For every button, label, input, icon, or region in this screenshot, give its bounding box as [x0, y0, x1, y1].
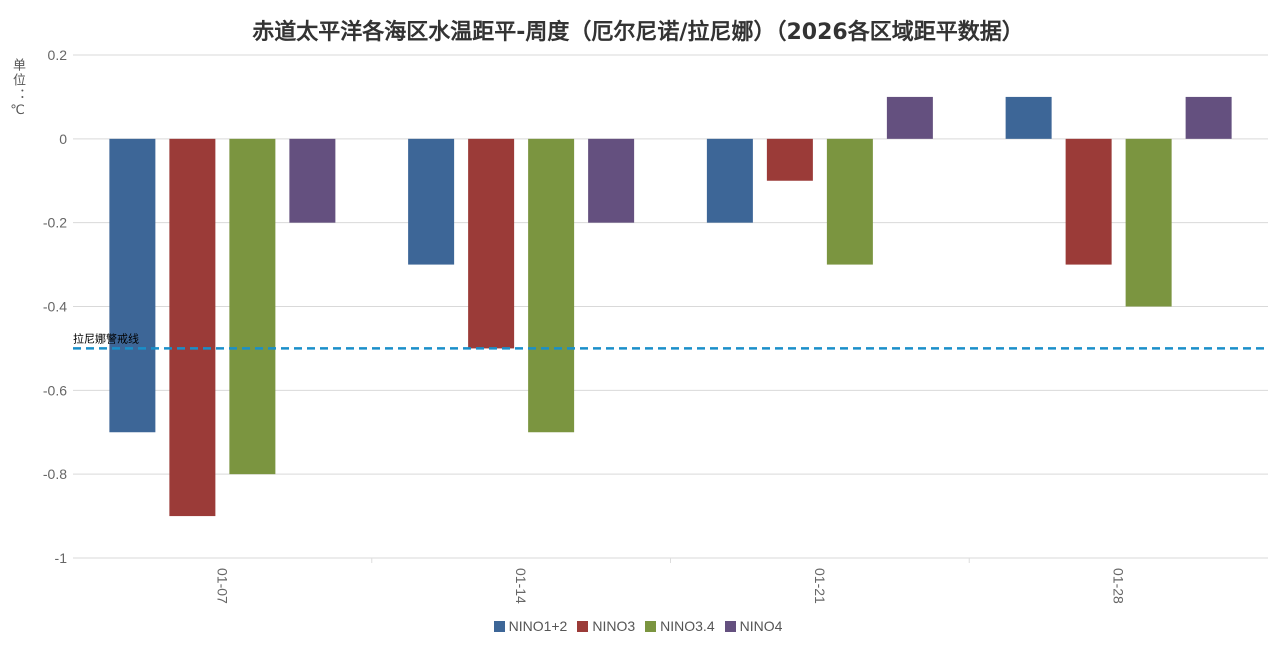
bar-nino1-2	[706, 138, 753, 223]
legend-swatch	[493, 620, 505, 632]
legend-label: NINO3.4	[660, 618, 715, 634]
bar-nino3	[1065, 138, 1112, 265]
bar-nino4	[886, 96, 933, 139]
y-tick-label: -0.4	[43, 299, 67, 315]
bar-nino3-4	[229, 138, 276, 475]
bar-nino1-2	[109, 138, 156, 433]
legend-label: NINO4	[739, 618, 783, 634]
bar-nino1-2	[408, 138, 455, 265]
x-tick-label: 01-21	[812, 568, 828, 604]
legend-label: NINO1+2	[508, 618, 568, 634]
x-tick-label: 01-07	[214, 568, 230, 604]
legend: NINO1+2 NINO3 NINO3.4 NINO4	[0, 618, 1276, 634]
bar-nino3-4	[826, 138, 873, 265]
bar-nino3	[169, 138, 216, 517]
bar-nino3	[468, 138, 515, 349]
bar-nino3-4	[528, 138, 575, 433]
bar-nino4	[588, 138, 635, 223]
la-nina-threshold-label: 拉尼娜警戒线	[73, 331, 139, 345]
legend-item[interactable]: NINO1+2	[493, 618, 568, 634]
y-tick-label: 0	[59, 131, 67, 147]
legend-item[interactable]: NINO3	[577, 618, 635, 634]
y-tick-label: -1	[55, 550, 68, 566]
x-tick-label: 01-14	[513, 568, 529, 604]
bar-nino4	[289, 138, 336, 223]
y-tick-label: 0.2	[48, 47, 68, 63]
legend-swatch	[645, 620, 657, 632]
legend-label: NINO3	[592, 618, 636, 634]
legend-item[interactable]: NINO3.4	[645, 618, 715, 634]
bar-nino1-2	[1005, 96, 1052, 139]
y-tick-label: -0.2	[43, 215, 67, 231]
y-tick-label: -0.6	[43, 382, 67, 398]
y-tick-label: -0.8	[43, 466, 67, 482]
bar-nino3-4	[1125, 138, 1172, 307]
legend-item[interactable]: NINO4	[724, 618, 783, 634]
legend-swatch	[577, 620, 589, 632]
chart-title: 赤道太平洋各海区水温距平-周度（厄尔尼诺/拉尼娜）（2026各区域距平数据）	[252, 20, 1024, 45]
legend-swatch	[724, 620, 736, 632]
y-axis-label: 单位：℃	[10, 58, 25, 120]
bar-nino4	[1185, 96, 1232, 139]
bar-nino3	[766, 138, 813, 181]
x-tick-label: 01-28	[1111, 568, 1127, 604]
